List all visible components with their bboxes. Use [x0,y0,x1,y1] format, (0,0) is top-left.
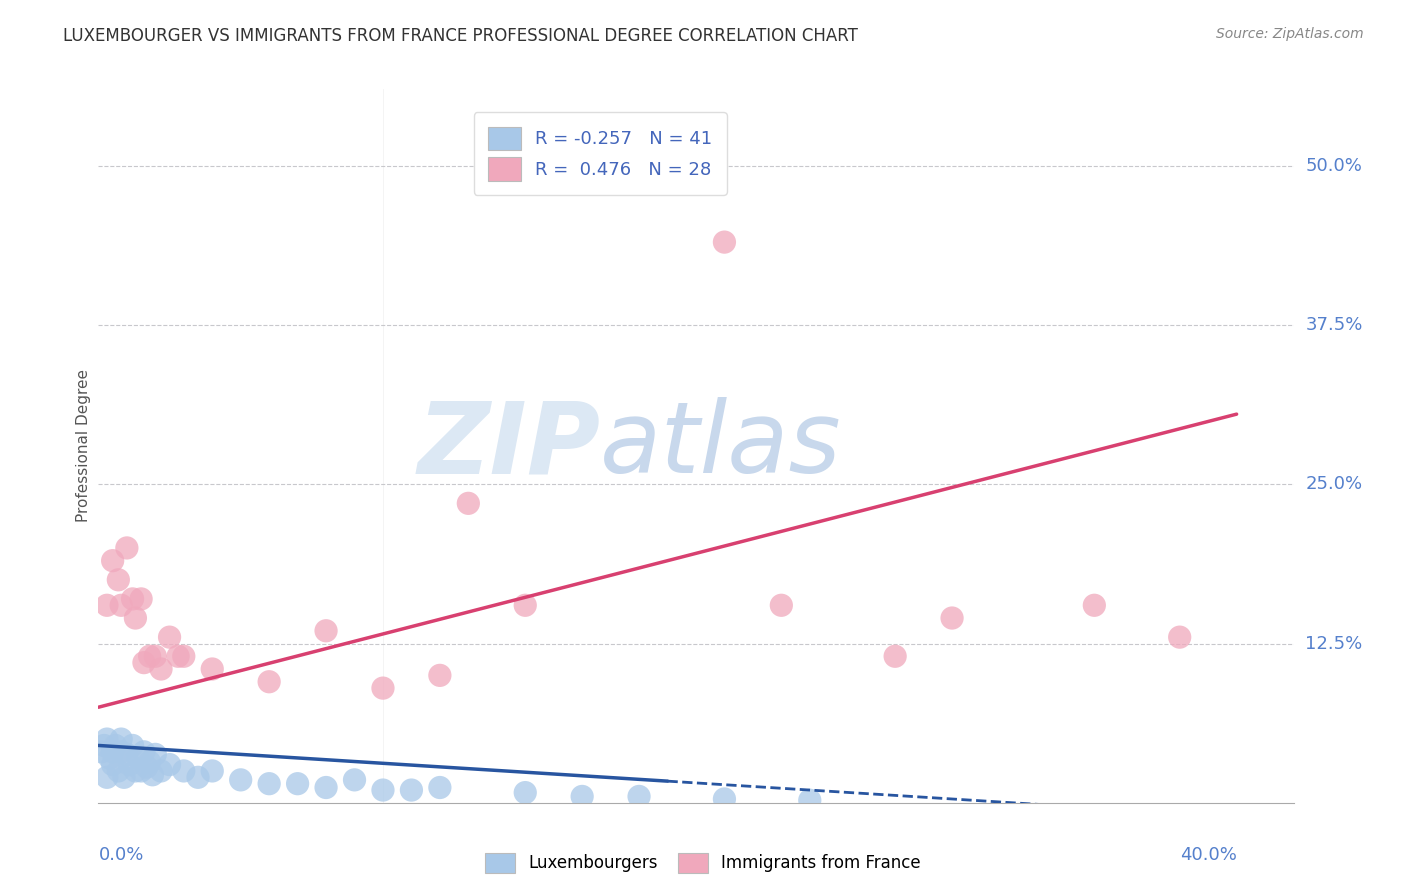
Point [515,599,537,613]
Point [457,496,479,510]
Point [401,783,423,797]
Point [101,757,124,772]
Text: Source: ZipAtlas.com: Source: ZipAtlas.com [1216,27,1364,41]
Point [713,235,735,249]
Text: 50.0%: 50.0% [1306,157,1362,175]
Point [713,792,735,806]
Point [110,732,132,747]
Point [135,760,157,774]
Text: 40.0%: 40.0% [1180,846,1237,863]
Point [159,630,181,644]
Point [173,764,195,778]
Point [90,745,112,759]
Point [138,755,160,769]
Point [96,599,118,613]
Point [124,611,146,625]
Point [1083,599,1105,613]
Point [150,662,173,676]
Point [127,751,149,765]
Point [315,624,337,638]
Point [159,757,181,772]
Point [118,757,141,772]
Point [201,764,224,778]
Point [143,747,166,762]
Point [141,768,163,782]
Point [138,649,160,664]
Point [115,747,138,762]
Point [96,770,118,784]
Text: 0.0%: 0.0% [98,846,143,863]
Point [571,789,593,804]
Point [941,611,963,625]
Text: 37.5%: 37.5% [1306,316,1362,334]
Point [112,770,135,784]
Point [371,783,394,797]
Point [229,772,252,787]
Text: atlas: atlas [600,398,842,494]
Point [770,599,793,613]
Point [110,599,132,613]
Point [187,770,209,784]
Point [1168,630,1191,644]
Point [110,745,132,759]
Point [124,764,146,778]
Point [257,674,280,689]
Text: 25.0%: 25.0% [1306,475,1362,493]
Text: LUXEMBOURGER VS IMMIGRANTS FROM FRANCE PROFESSIONAL DEGREE CORRELATION CHART: LUXEMBOURGER VS IMMIGRANTS FROM FRANCE P… [63,27,858,45]
Point [132,745,155,759]
Point [129,764,152,778]
Point [98,751,121,765]
Point [129,591,152,606]
Point [115,541,138,555]
Point [628,789,651,804]
Point [315,780,337,795]
Point [343,772,366,787]
Point [429,668,451,682]
Point [515,786,537,800]
Point [96,732,118,747]
Point [132,656,155,670]
Point [107,764,129,778]
Legend: Luxembourgers, Immigrants from France: Luxembourgers, Immigrants from France [478,847,928,880]
Text: 12.5%: 12.5% [1306,634,1362,653]
Point [884,649,907,664]
Point [371,681,394,695]
Point [150,764,173,778]
Legend: R = -0.257   N = 41, R =  0.476   N = 28: R = -0.257 N = 41, R = 0.476 N = 28 [474,112,727,195]
Point [143,649,166,664]
Point [429,780,451,795]
Point [104,739,127,753]
Point [93,739,115,753]
Point [121,591,143,606]
Point [101,554,124,568]
Y-axis label: Professional Degree: Professional Degree [76,369,91,523]
Point [173,649,195,664]
Point [201,662,224,676]
Point [287,777,309,791]
Point [167,649,190,664]
Point [257,777,280,791]
Point [107,573,129,587]
Point [799,793,821,807]
Point [101,745,124,759]
Text: ZIP: ZIP [418,398,600,494]
Point [121,739,143,753]
